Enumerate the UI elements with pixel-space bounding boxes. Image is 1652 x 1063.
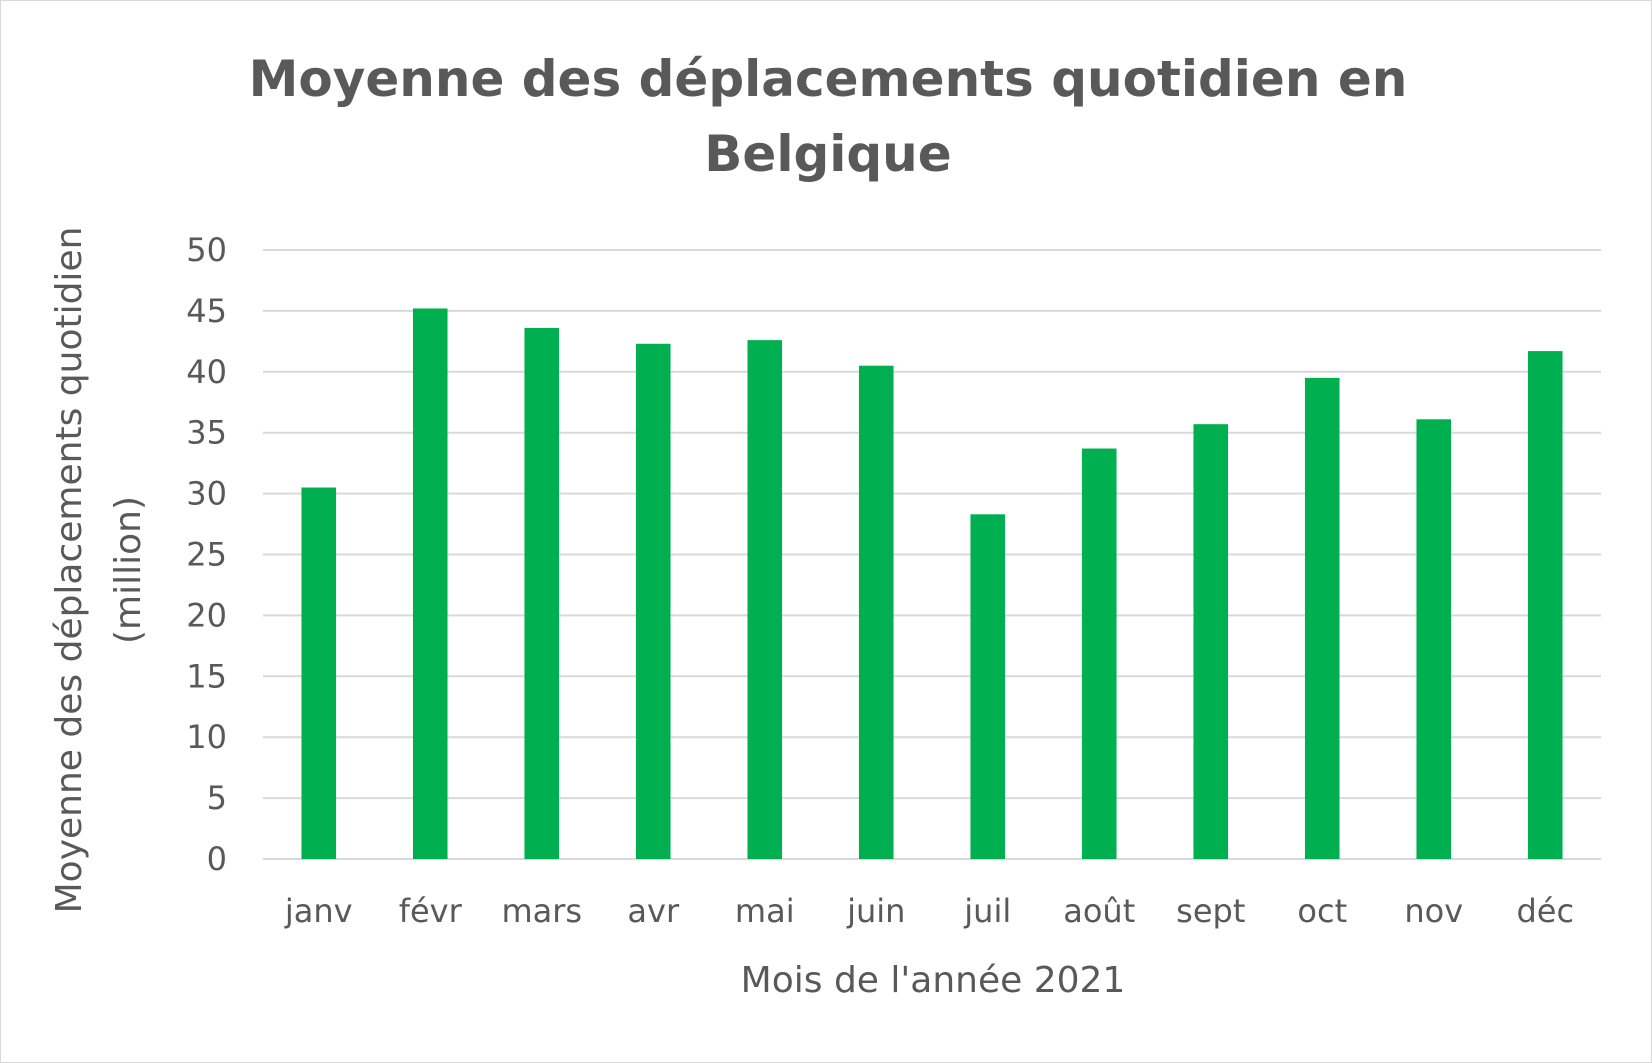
y-tick-label-35: 35 [186,414,227,452]
bar-nov [1416,419,1452,859]
bars [301,308,1563,860]
y-axis-label: Moyenne des déplacements quotidien (mill… [49,227,149,914]
bar-août [1081,448,1117,859]
y-tick-label-20: 20 [186,596,227,634]
x-axis-tick-labels: janv févr mars avr mai juin juil août sept oct nov… [284,892,1574,930]
x-tick-label-juin: juin [846,892,905,930]
x-tick-label-oct: oct [1297,892,1347,930]
gridlines [263,249,1601,860]
bar-janv [301,487,337,859]
y-axis-label-line-1: Moyenne des déplacements quotidien [49,227,90,914]
y-tick-label-15: 15 [186,657,227,695]
x-tick-label-juil: juil [963,892,1011,930]
bar-déc [1527,351,1563,859]
y-tick-label-40: 40 [186,353,227,391]
x-tick-label-nov: nov [1404,892,1463,930]
bar-mai [747,340,783,860]
chart-title-line-2: Belgique [704,125,951,183]
bar-oct [1304,377,1340,859]
x-tick-label-mars: mars [501,892,582,930]
y-tick-label-25: 25 [186,536,227,574]
x-tick-label-sept: sept [1176,892,1245,930]
x-axis-label: Mois de l'année 2021 [741,960,1126,1001]
bar-avr [635,343,671,859]
x-tick-label-avr: avr [627,892,680,930]
bar-sept [1193,424,1229,859]
y-tick-label-0: 0 [207,840,227,878]
x-tick-label-déc: déc [1516,892,1574,930]
bar-févr [412,308,448,859]
y-tick-label-10: 10 [186,718,227,756]
y-axis-label-line-2: (million) [108,496,149,644]
y-axis-tick-labels: 0 5 10 15 20 25 30 35 40 45 50 [186,231,227,878]
chart-title-line-1: Moyenne des déplacements quotidien en [249,50,1408,108]
y-tick-label-5: 5 [207,779,227,817]
x-tick-label-févr: févr [399,892,463,930]
y-tick-label-30: 30 [186,475,227,513]
bar-juin [858,365,894,859]
y-tick-label-50: 50 [186,231,227,269]
x-tick-label-mai: mai [735,892,795,930]
bar-juil [970,514,1006,859]
x-tick-label-janv: janv [284,892,353,930]
chart-title: Moyenne des déplacements quotidien en Be… [249,50,1408,183]
y-tick-label-45: 45 [186,292,227,330]
x-tick-label-août: août [1063,892,1135,930]
bar-mars [524,327,560,859]
